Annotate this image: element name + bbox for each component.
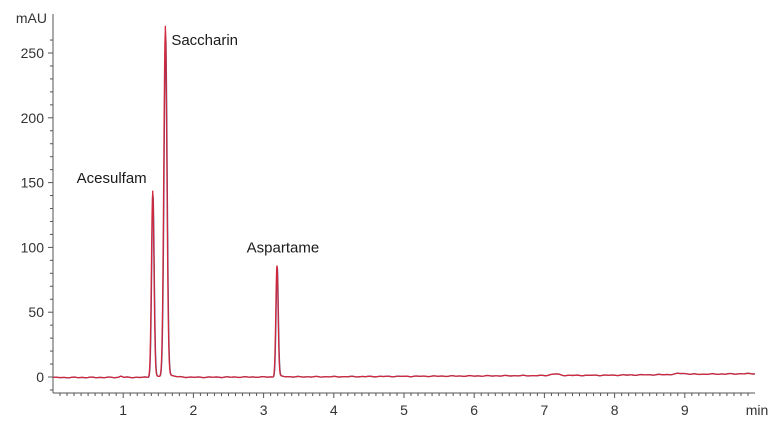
y-tick-label: 0 [36,369,44,385]
x-axis: 1 2 3 4 5 6 7 8 9 [53,392,755,418]
chromatogram-traces [52,25,756,379]
peak-label-saccharin: Saccharin [171,32,238,49]
x-tick-label: 1 [119,402,127,418]
chromatogram-trace-b [52,36,756,379]
y-tick-label: 100 [21,239,45,255]
x-tick-label: 4 [330,402,338,418]
y-tick-label: 250 [21,45,45,61]
x-tick-label: 7 [541,402,549,418]
x-tick-label: 9 [681,402,689,418]
x-tick-label: 8 [611,402,619,418]
x-axis-unit-label: min [746,402,769,418]
y-axis-unit-label: mAU [16,10,47,26]
x-tick-label: 3 [260,402,268,418]
y-tick-label: 50 [28,304,44,320]
x-tick-label: 6 [470,402,478,418]
peak-label-aspartame: Aspartame [247,240,320,257]
peak-labels: Acesulfam Saccharin Aspartame [77,32,320,257]
y-tick-label: 200 [21,110,45,126]
x-tick-label: 2 [190,402,198,418]
peak-label-acesulfam: Acesulfam [77,170,147,187]
y-tick-label: 150 [21,175,45,191]
x-tick-label: 5 [400,402,408,418]
chromatogram-trace-a [52,25,756,379]
y-axis: 0 50 100 150 200 250 [21,14,54,393]
